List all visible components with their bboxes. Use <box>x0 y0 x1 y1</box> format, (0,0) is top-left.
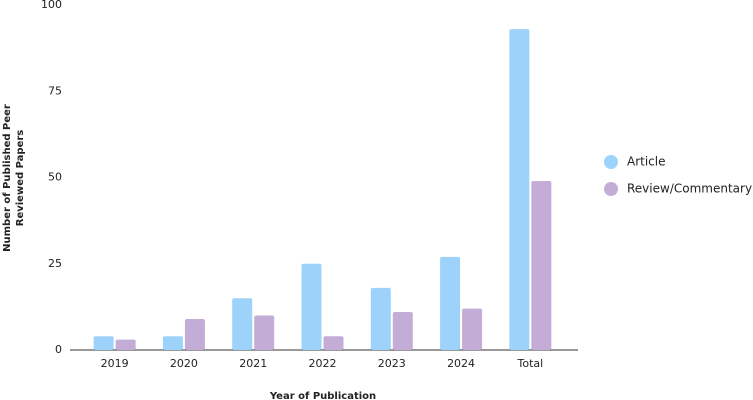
x-tick-label: 2020 <box>170 357 198 370</box>
bar <box>323 336 344 350</box>
bar <box>184 318 205 350</box>
legend-swatch <box>604 182 618 196</box>
legend-label: Review/Commentary <box>627 182 752 196</box>
bar <box>531 180 552 350</box>
bar <box>509 29 530 351</box>
bar <box>462 308 483 350</box>
bar <box>370 287 391 350</box>
y-tick-label: 50 <box>48 171 62 184</box>
y-axis-title: Number of Published Peer Reviewed Papers <box>2 104 26 252</box>
x-tick-label: 2024 <box>447 357 475 370</box>
x-axis-title: Year of Publication <box>269 391 376 400</box>
y-tick-label: 75 <box>48 84 62 97</box>
y-tick-label: 0 <box>55 343 62 356</box>
bar <box>232 298 253 350</box>
x-tick-label: 2023 <box>378 357 406 370</box>
y-axis-title-line: Reviewed Papers <box>15 130 26 227</box>
x-tick-label: Total <box>517 357 544 370</box>
bar <box>254 315 275 350</box>
bar <box>115 339 136 350</box>
bar <box>162 336 183 350</box>
bar <box>301 263 322 350</box>
y-tick-label: 25 <box>48 257 62 270</box>
legend-swatch <box>604 155 618 169</box>
x-tick-label: 2019 <box>101 357 129 370</box>
x-tick-label: 2022 <box>309 357 337 370</box>
bar <box>93 336 114 350</box>
x-tick-label: 2021 <box>239 357 267 370</box>
legend-label: Article <box>627 155 666 169</box>
bar <box>392 312 413 350</box>
y-tick-label: 100 <box>41 0 62 11</box>
bar <box>440 256 461 350</box>
y-axis-title-line: Number of Published Peer <box>2 104 13 252</box>
